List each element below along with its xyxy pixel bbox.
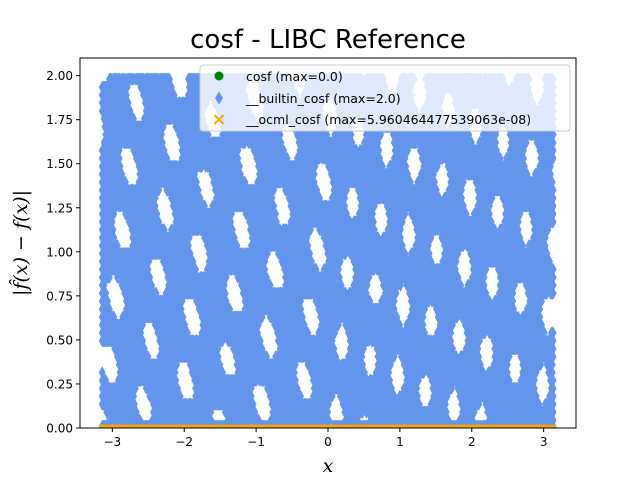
chart-title: cosf - LIBC Reference	[190, 25, 466, 55]
